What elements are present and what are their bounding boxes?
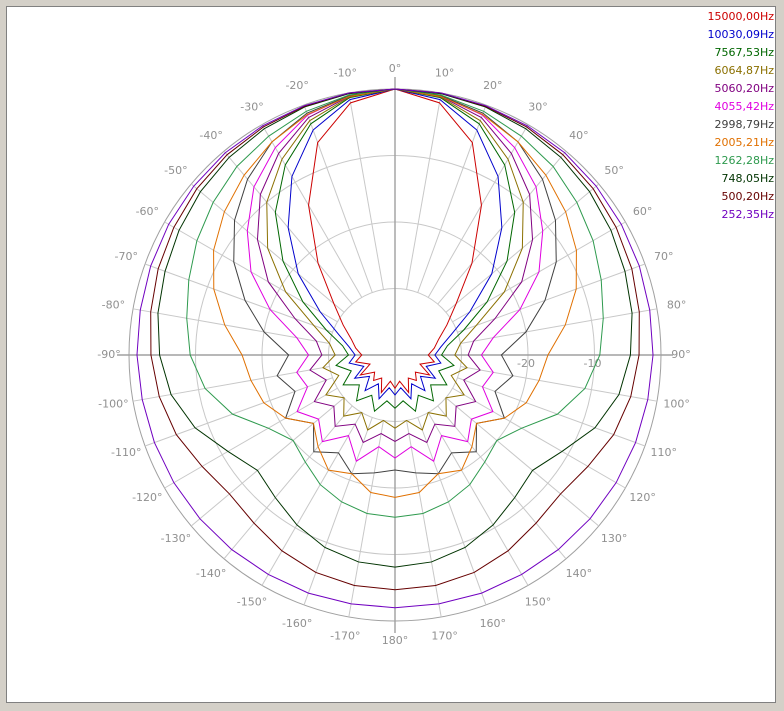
theta-tick-label: 70° (654, 250, 674, 263)
grid-spoke (303, 104, 373, 293)
series-line (186, 88, 604, 518)
grid-spoke (460, 366, 658, 402)
series-line (274, 88, 516, 413)
theta-tick-label: 40° (569, 129, 589, 142)
theta-tick-label: 170° (431, 630, 458, 643)
series-line (136, 88, 654, 609)
legend-entry: 10030,09Hz (707, 28, 774, 41)
theta-tick-label: -160° (282, 617, 312, 630)
legend-entry: 500,20Hz (721, 190, 774, 203)
theta-tick-label: -80° (102, 298, 125, 311)
theta-tick-label: 0° (389, 62, 402, 75)
theta-tick-label: 130° (601, 532, 628, 545)
series-line (213, 88, 577, 498)
series-line (308, 88, 482, 394)
grid-spoke (406, 420, 442, 618)
theta-tick-label: -30° (240, 100, 263, 113)
grid-spoke (457, 377, 646, 447)
r-tick-label: -20 (517, 357, 535, 370)
legend-entry: 2998,79Hz (714, 118, 774, 131)
theta-tick-label: 100° (663, 398, 690, 411)
series-line (266, 88, 524, 431)
grid-spoke (437, 405, 567, 560)
grid-spoke (144, 377, 333, 447)
grid-spoke (164, 387, 338, 489)
grid-spoke (427, 412, 529, 586)
theta-tick-label: 30° (528, 100, 548, 113)
legend-entry: 1262,28Hz (714, 154, 774, 167)
theta-tick-label: -150° (237, 596, 267, 609)
theta-tick-label: 60° (633, 205, 653, 218)
theta-tick-label: -10° (334, 66, 357, 79)
theta-tick-label: -130° (161, 532, 191, 545)
theta-tick-label: -110° (111, 446, 141, 459)
theta-tick-label: -120° (132, 491, 162, 504)
theta-tick-label: -60° (136, 205, 159, 218)
series-line (287, 88, 503, 400)
legend-entry: 2005,21Hz (714, 136, 774, 149)
grid-spoke (303, 417, 373, 606)
theta-tick-label: -140° (196, 567, 226, 580)
theta-tick-label: -170° (330, 630, 360, 643)
theta-tick-label: -90° (97, 348, 120, 361)
legend-entry: 252,35Hz (721, 208, 774, 221)
grid-spoke (261, 412, 363, 586)
theta-tick-label: 160° (480, 617, 507, 630)
grid-spoke (348, 420, 384, 618)
theta-tick-label: -20° (285, 79, 308, 92)
legend-entry: 7567,53Hz (714, 46, 774, 59)
theta-tick-label: 20° (483, 79, 503, 92)
legend-entry: 748,05Hz (721, 172, 774, 185)
r-tick-label: -10 (584, 357, 602, 370)
series-line (157, 88, 633, 568)
theta-tick-label: 180° (382, 634, 409, 647)
grid-spoke (417, 104, 487, 293)
theta-tick-label: 110° (651, 446, 678, 459)
grid-spoke (457, 263, 646, 333)
theta-tick-label: 90° (671, 348, 691, 361)
theta-tick-label: 140° (566, 567, 593, 580)
theta-tick-label: -100° (98, 398, 128, 411)
theta-tick-label: 50° (604, 164, 624, 177)
legend-entry: 5060,20Hz (714, 82, 774, 95)
grid-spoke (452, 387, 626, 489)
theta-tick-label: 10° (435, 66, 455, 79)
theta-tick-label: -50° (164, 164, 187, 177)
legend-entry: 6064,87Hz (714, 64, 774, 77)
grid-spoke (348, 92, 384, 290)
grid-spoke (406, 92, 442, 290)
theta-tick-label: -40° (199, 129, 222, 142)
grid-spoke (144, 263, 333, 333)
theta-tick-label: 80° (667, 298, 687, 311)
legend-entry: 15000,00Hz (707, 10, 774, 23)
grid-spoke (132, 366, 330, 402)
theta-tick-label: 120° (629, 491, 656, 504)
grid-spoke (460, 308, 658, 344)
grid-spoke (417, 417, 487, 606)
grid-spoke (223, 405, 353, 560)
grid-spoke (132, 308, 330, 344)
theta-tick-label: 150° (525, 596, 552, 609)
theta-tick-label: -70° (115, 250, 138, 263)
legend-entry: 4055,42Hz (714, 100, 774, 113)
